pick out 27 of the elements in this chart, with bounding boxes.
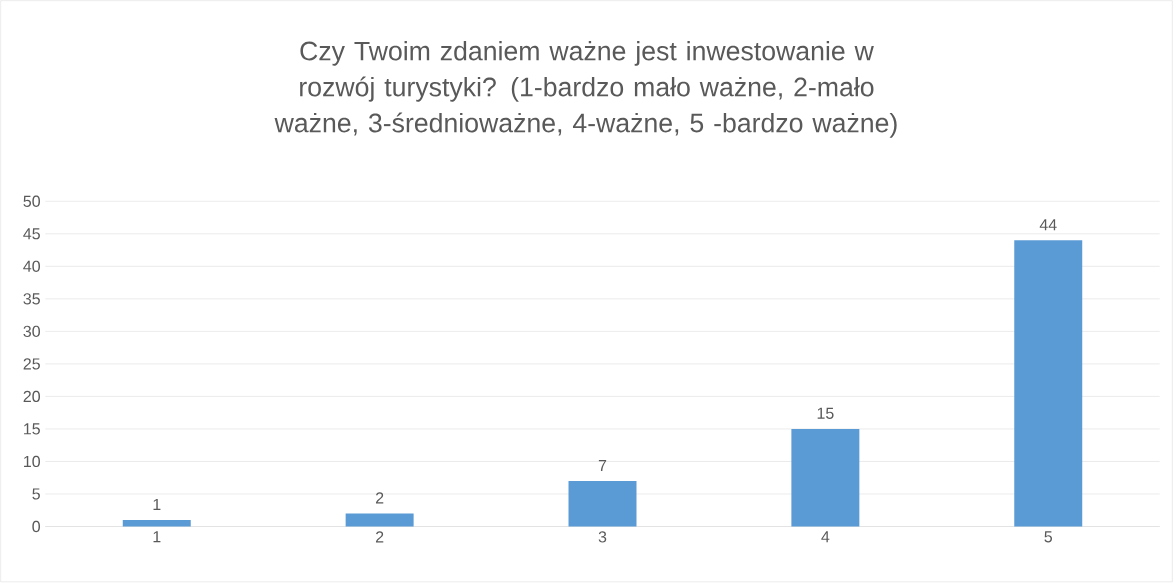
x-tick-label: 1 xyxy=(153,531,161,543)
bar xyxy=(122,520,191,527)
bar xyxy=(791,429,860,527)
y-tick-label: 15 xyxy=(24,423,40,435)
y-tick-label: 40 xyxy=(23,260,40,273)
bar xyxy=(568,481,637,527)
bar xyxy=(1014,240,1083,527)
x-tick-label: 2 xyxy=(375,531,384,543)
data-label: 2 xyxy=(375,492,384,504)
bar xyxy=(345,513,414,527)
data-label: 44 xyxy=(1039,219,1057,231)
y-tick-label: 35 xyxy=(23,293,40,305)
x-tick-label: 3 xyxy=(598,531,607,543)
x-tick-label: 5 xyxy=(1044,531,1053,543)
data-label: 7 xyxy=(598,460,607,472)
data-label: 15 xyxy=(817,408,834,420)
y-tick-label: 5 xyxy=(32,488,40,500)
y-tick-label: 10 xyxy=(24,456,40,468)
x-tick-label: 4 xyxy=(821,531,830,543)
data-label: 1 xyxy=(153,499,161,511)
chart-title: Czy Twoim zdaniem ważne jest inwestowanie w rozwój turystyki? (1-bardzo mało ważne, 2-mało ważne, 3-średnioważne, 4-ważne, 5 -bardzo ważne) xyxy=(274,41,897,138)
y-tick-label: 50 xyxy=(23,195,40,208)
y-tick-label: 0 xyxy=(32,521,40,533)
y-tick-label: 25 xyxy=(23,358,40,370)
y-tick-label: 45 xyxy=(23,228,40,240)
y-tick-label: 20 xyxy=(23,391,40,403)
y-tick-label: 30 xyxy=(23,325,40,338)
